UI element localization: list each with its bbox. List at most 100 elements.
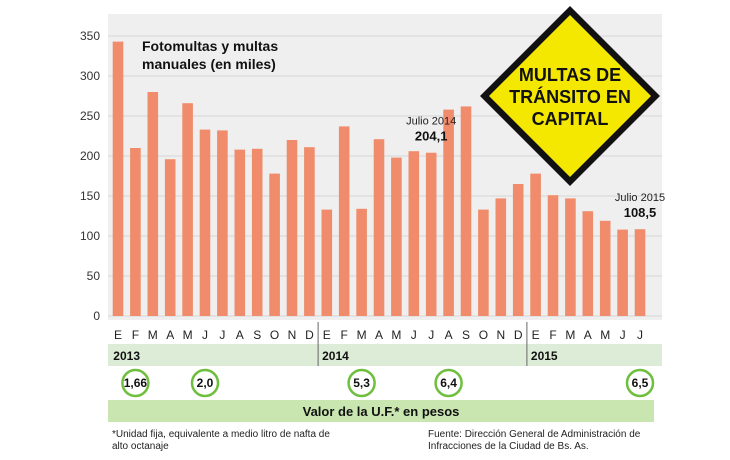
month-label-5: J bbox=[202, 328, 208, 342]
sign-line-2: TRÁNSITO EN bbox=[509, 86, 631, 107]
footnote: *Unidad fija, equivalente a medio litro … bbox=[112, 429, 330, 452]
month-label-1: F bbox=[132, 328, 139, 342]
bars bbox=[112, 41, 646, 317]
sign-line-3: CAPITAL bbox=[532, 109, 609, 129]
uf-value-1: 2,0 bbox=[197, 376, 214, 390]
month-label-20: S bbox=[462, 328, 470, 342]
month-label-26: M bbox=[565, 328, 575, 342]
y-axis: 0 50 100 150 200 250 300 350 bbox=[80, 29, 100, 323]
month-label-0: E bbox=[114, 328, 122, 342]
bar-11 bbox=[304, 147, 315, 316]
uf-value-4: 6,5 bbox=[632, 376, 649, 390]
bar-2 bbox=[147, 92, 159, 316]
x-axis-years: 2013 2014 2015 bbox=[113, 322, 558, 366]
annotation-date-0: Julio 2014 bbox=[406, 116, 456, 128]
bar-14 bbox=[356, 208, 367, 316]
uf-circle-1 bbox=[190, 368, 220, 398]
y-tick-label-2: 100 bbox=[80, 229, 100, 243]
bar-19 bbox=[443, 109, 454, 316]
bar-16 bbox=[391, 157, 402, 316]
month-label-28: M bbox=[600, 328, 610, 342]
bar-20 bbox=[460, 106, 472, 317]
uf-circle-4 bbox=[625, 368, 655, 398]
uf-value-2: 5,3 bbox=[353, 376, 370, 390]
month-label-4: M bbox=[183, 328, 193, 342]
bar-22 bbox=[495, 198, 507, 316]
bar-24 bbox=[530, 173, 541, 316]
month-label-23: D bbox=[514, 328, 523, 342]
y-tick-label-7: 350 bbox=[80, 29, 100, 43]
y-tick-label-3: 150 bbox=[80, 189, 100, 203]
bar-26 bbox=[565, 198, 576, 316]
bar-27 bbox=[582, 211, 594, 316]
month-label-17: J bbox=[411, 328, 417, 342]
bar-5 bbox=[199, 129, 211, 316]
source-note: Fuente: Dirección General de Administrac… bbox=[428, 429, 641, 452]
uf-markers: 1,66 2,0 5,3 6,4 6,5 bbox=[121, 368, 655, 398]
month-label-3: A bbox=[166, 328, 174, 342]
bar-28 bbox=[599, 220, 611, 316]
uf-circle-2 bbox=[347, 368, 376, 398]
chart-title-line-2: manuales (en miles) bbox=[142, 56, 276, 72]
uf-value-0: 1,66 bbox=[124, 376, 148, 390]
bar-21 bbox=[478, 209, 489, 316]
annotation-date-1: Julio 2015 bbox=[615, 192, 665, 204]
bar-13 bbox=[338, 126, 350, 317]
year-label-2: 2015 bbox=[531, 349, 558, 363]
bar-18 bbox=[425, 152, 437, 316]
month-label-14: M bbox=[357, 328, 367, 342]
y-tick-label-1: 50 bbox=[87, 269, 101, 283]
traffic-sign: MULTAS DE TRÁNSITO EN CAPITAL bbox=[480, 6, 660, 186]
bar-10 bbox=[286, 140, 298, 316]
month-label-19: A bbox=[445, 328, 453, 342]
month-label-7: A bbox=[236, 328, 244, 342]
month-label-24: E bbox=[532, 328, 540, 342]
bar-1 bbox=[130, 148, 141, 316]
month-label-11: D bbox=[305, 328, 314, 342]
month-label-21: O bbox=[479, 328, 488, 342]
month-label-10: N bbox=[288, 328, 297, 342]
sign-face bbox=[489, 15, 651, 177]
month-label-2: M bbox=[148, 328, 158, 342]
month-label-25: F bbox=[549, 328, 556, 342]
year-label-1: 2014 bbox=[322, 349, 349, 363]
bar-6 bbox=[217, 130, 228, 316]
month-label-8: S bbox=[253, 328, 261, 342]
bar-3 bbox=[164, 159, 176, 316]
annotation-value-0: 204,1 bbox=[415, 129, 448, 144]
month-label-12: E bbox=[323, 328, 331, 342]
month-label-13: F bbox=[341, 328, 348, 342]
bar-25 bbox=[547, 195, 559, 316]
bar-23 bbox=[512, 184, 524, 316]
bar-8 bbox=[251, 148, 263, 316]
bar-30 bbox=[634, 229, 646, 316]
chart-title-line-1: Fotomultas y multas bbox=[142, 38, 278, 54]
y-tick-label-5: 250 bbox=[80, 109, 100, 123]
month-label-18: J bbox=[428, 328, 434, 342]
uf-value-3: 6,4 bbox=[440, 376, 457, 390]
y-tick-label-4: 200 bbox=[80, 149, 100, 163]
month-label-16: M bbox=[391, 328, 401, 342]
bar-17 bbox=[408, 151, 420, 316]
month-label-22: N bbox=[496, 328, 505, 342]
uf-circle-3 bbox=[434, 368, 463, 398]
month-label-30: J bbox=[637, 328, 643, 342]
month-label-9: O bbox=[270, 328, 279, 342]
year-band bbox=[108, 344, 662, 366]
year-label-0: 2013 bbox=[113, 349, 140, 363]
month-label-29: J bbox=[620, 328, 626, 342]
sign-line-1: MULTAS DE bbox=[519, 65, 621, 85]
uf-label: Valor de la U.F.* en pesos bbox=[303, 404, 460, 419]
bar-12 bbox=[321, 209, 333, 316]
month-label-15: A bbox=[375, 328, 383, 342]
bar-0 bbox=[112, 41, 124, 316]
bar-29 bbox=[617, 229, 628, 316]
y-tick-label-0: 0 bbox=[93, 309, 100, 323]
chart-title: Fotomultas y multas manuales (en miles) bbox=[142, 38, 278, 72]
month-label-6: J bbox=[219, 328, 225, 342]
uf-band bbox=[108, 400, 654, 422]
bar-7 bbox=[234, 149, 246, 316]
